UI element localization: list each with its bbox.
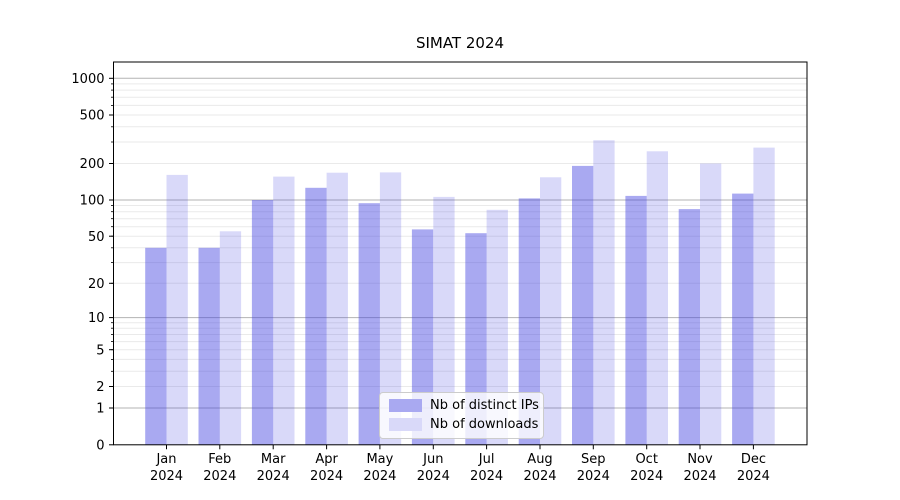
x-tick-label-month: Jan [155, 452, 176, 467]
x-tick-label-month: Apr [315, 452, 338, 467]
x-tick-label-month: Mar [261, 452, 286, 467]
x-tick-label-month: May [366, 452, 393, 467]
legend-label-downloads: Nb of downloads [430, 417, 539, 432]
y-tick-label: 1000 [71, 72, 104, 87]
bar-downloads-jul [486, 209, 508, 445]
y-tick-label: 2 [96, 380, 104, 395]
bar-downloads-nov [700, 163, 722, 445]
y-tick-label: 50 [88, 230, 105, 245]
plot-frame [113, 61, 808, 446]
x-tick-label-year: 2024 [257, 469, 290, 484]
legend-item-downloads: Nb of downloads [389, 417, 538, 432]
x-tick-label-month: Dec [741, 452, 766, 467]
bar-distinct_ips-apr [305, 187, 327, 445]
legend-item-distinct-ips: Nb of distinct IPs [389, 398, 539, 413]
x-tick-label-year: 2024 [577, 469, 610, 484]
x-tick-label-year: 2024 [683, 469, 716, 484]
bar-downloads-sep [593, 140, 615, 445]
x-tick-label-year: 2024 [630, 469, 663, 484]
x-tick-label-year: 2024 [310, 469, 343, 484]
x-tick-label-year: 2024 [417, 469, 450, 484]
bar-distinct_ips-mar [251, 200, 274, 445]
x-tick-label-month: Sep [581, 452, 606, 467]
bar-downloads-mar [273, 176, 295, 445]
x-tick-label-month: Jun [422, 452, 443, 467]
chart-title: SIMAT 2024 [415, 34, 505, 52]
bar-distinct_ips-jun [411, 229, 434, 445]
x-tick-label-year: 2024 [150, 469, 183, 484]
bar-distinct_ips-aug [518, 198, 540, 445]
legend: Nb of distinct IPs Nb of downloads [379, 392, 544, 439]
x-tick-label-year: 2024 [737, 469, 770, 484]
legend-swatch-distinct-ips [389, 399, 422, 412]
x-tick-label-year: 2024 [203, 469, 236, 484]
bar-distinct_ips-oct [625, 195, 647, 445]
x-tick-label-month: Nov [687, 452, 713, 467]
legend-swatch-downloads [389, 418, 422, 431]
bar-distinct_ips-sep [572, 165, 594, 445]
bar-downloads-jun [433, 196, 455, 445]
y-tick-label: 500 [80, 109, 105, 124]
x-tick-label-month: Oct [635, 452, 657, 467]
x-tick-label-year: 2024 [470, 469, 503, 484]
bar-downloads-aug [540, 177, 562, 445]
y-tick-label: 0 [96, 438, 104, 453]
legend-label-distinct-ips: Nb of distinct IPs [430, 398, 539, 413]
y-tick-label: 20 [88, 277, 105, 292]
bar-distinct_ips-feb [198, 247, 220, 445]
y-tick-label: 100 [80, 194, 105, 209]
bar-distinct_ips-may [358, 203, 380, 445]
y-tick-label: 200 [80, 157, 105, 172]
x-tick-label-year: 2024 [523, 469, 556, 484]
y-tick-label: 5 [96, 343, 104, 358]
bar-downloads-dec [753, 147, 775, 445]
bar-downloads-may [379, 172, 402, 445]
y-tick-label: 1 [96, 402, 104, 417]
x-tick-label-month: Feb [208, 452, 231, 467]
x-tick-label-month: Aug [527, 452, 552, 467]
bar-distinct_ips-nov [678, 209, 700, 445]
bar-downloads-feb [219, 231, 242, 445]
bar-downloads-jan [166, 174, 188, 445]
bar-downloads-oct [646, 151, 668, 445]
bar-distinct_ips-dec [732, 193, 754, 445]
x-tick-label-month: Jul [478, 452, 495, 467]
bar-distinct_ips-jul [465, 233, 487, 445]
bar-distinct_ips-jan [145, 247, 167, 445]
y-tick-label: 10 [88, 311, 105, 326]
x-tick-label-year: 2024 [363, 469, 396, 484]
bar-downloads-apr [326, 172, 348, 445]
